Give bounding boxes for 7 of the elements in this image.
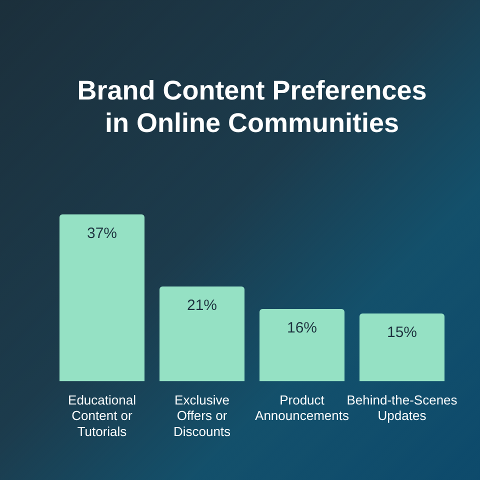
chart-title: Brand Content Preferences in Online Communities (77, 76, 427, 138)
x-tick-label: Exclusive Offers or Discounts (173, 392, 232, 439)
data-label: 21% (186, 297, 218, 314)
data-label: 15% (386, 324, 418, 342)
data-label: 16% (286, 320, 318, 337)
x-tick-label: Educational Content or Tutorials (68, 392, 136, 439)
data-label: 37% (86, 224, 118, 242)
